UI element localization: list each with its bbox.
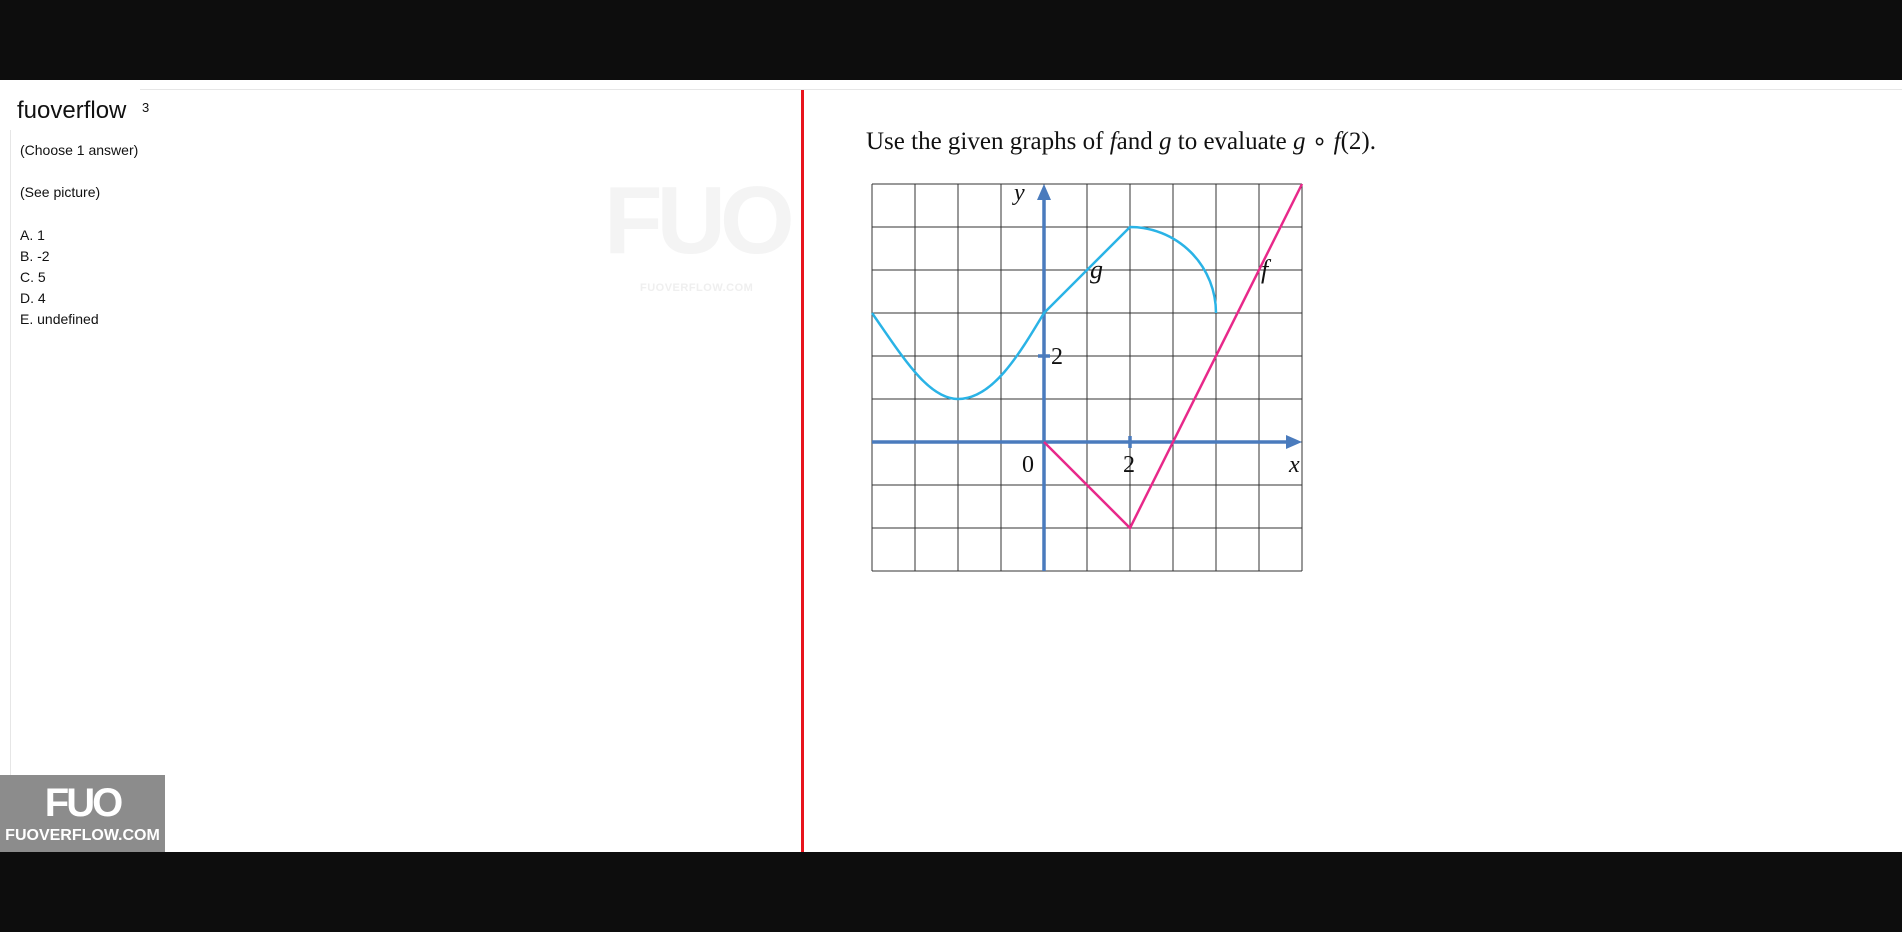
function-graph: y x 0 2 2 g f xyxy=(870,180,1304,572)
prompt-g: g xyxy=(1159,128,1172,155)
prompt-f: f xyxy=(1109,128,1117,155)
prompt-arg: (2) xyxy=(1340,128,1370,155)
watermark-text: FUOVERFLOW.COM xyxy=(640,282,754,294)
page-content: fuoverflow 3 (Choose 1 answer) (See pict… xyxy=(0,80,1902,852)
option-e[interactable]: E. undefined xyxy=(20,311,99,327)
y-tick-label: 2 xyxy=(1051,344,1063,370)
answer-instruction: (Choose 1 answer) xyxy=(20,142,139,158)
f-curve xyxy=(1043,183,1304,531)
y-axis-arrow xyxy=(1037,184,1051,200)
option-b[interactable]: B. -2 xyxy=(20,248,50,264)
option-d[interactable]: D. 4 xyxy=(20,290,46,306)
prompt-part3: to evaluate xyxy=(1171,128,1293,155)
axes xyxy=(872,184,1302,571)
f-curve-label: f xyxy=(1261,255,1272,284)
top-letterbox xyxy=(0,0,1902,80)
option-a[interactable]: A. 1 xyxy=(20,227,45,243)
option-c[interactable]: C. 5 xyxy=(20,269,46,285)
prompt-compose-op: ∘ xyxy=(1305,128,1334,155)
brand-badge[interactable]: FUO FUOVERFLOW.COM xyxy=(0,775,165,852)
brand-text: FUOVERFLOW.COM xyxy=(5,827,160,844)
prompt-part1: Use the given graphs of xyxy=(866,128,1110,155)
prompt-end: . xyxy=(1369,128,1377,155)
prompt-part2: and xyxy=(1116,128,1160,155)
see-picture-note: (See picture) xyxy=(20,184,101,200)
g-curve-label: g xyxy=(1090,255,1103,284)
left-divider xyxy=(10,130,11,852)
app-title: fuoverflow xyxy=(17,97,127,124)
panel-divider xyxy=(801,90,804,852)
top-divider xyxy=(140,89,1902,90)
origin-label: 0 xyxy=(1022,452,1034,478)
watermark-logo: FUO xyxy=(604,167,795,274)
brand-logo: FUO xyxy=(44,781,123,825)
bottom-letterbox xyxy=(0,852,1902,932)
question-prompt: Use the given graphs of fand g to evalua… xyxy=(866,126,1376,156)
x-axis-arrow xyxy=(1286,435,1302,449)
y-axis-label: y xyxy=(1012,180,1025,206)
grid xyxy=(871,183,1303,572)
x-tick-label: 2 xyxy=(1123,452,1135,478)
answer-options: A. 1 B. -2 C. 5 D. 4 E. undefined xyxy=(20,225,99,330)
question-number-badge: 3 xyxy=(142,100,150,115)
x-axis-label: x xyxy=(1288,452,1300,478)
g-curve xyxy=(870,225,1218,401)
prompt-g2: g xyxy=(1293,128,1306,155)
prompt-f2: f xyxy=(1333,128,1341,155)
